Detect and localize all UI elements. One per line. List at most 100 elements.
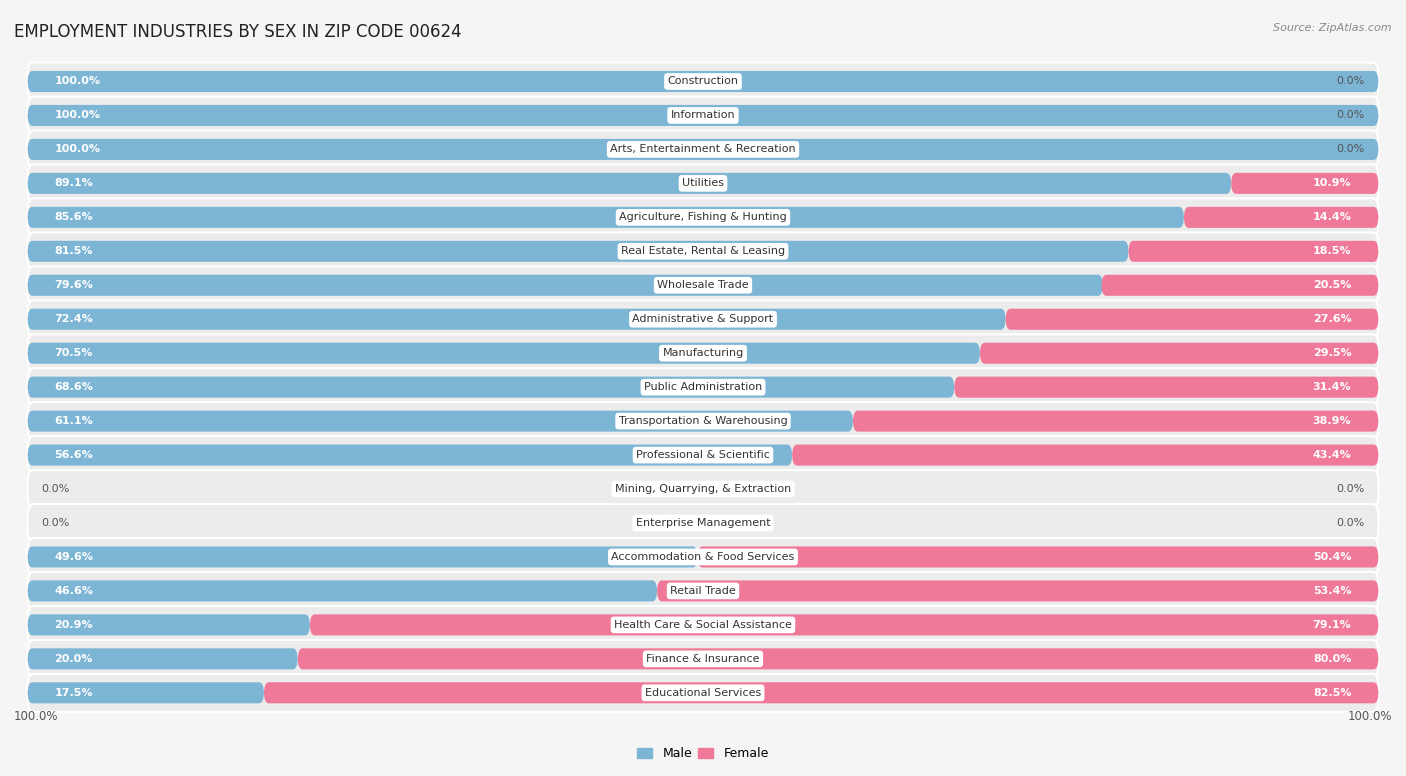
Text: 80.0%: 80.0%	[1313, 654, 1351, 663]
Text: Health Care & Social Assistance: Health Care & Social Assistance	[614, 620, 792, 630]
FancyBboxPatch shape	[28, 436, 1378, 474]
Text: 85.6%: 85.6%	[55, 213, 93, 223]
FancyBboxPatch shape	[1129, 241, 1378, 262]
Text: 0.0%: 0.0%	[41, 518, 69, 528]
FancyBboxPatch shape	[298, 648, 1378, 670]
FancyBboxPatch shape	[28, 376, 955, 397]
FancyBboxPatch shape	[28, 546, 697, 567]
FancyBboxPatch shape	[28, 309, 1005, 330]
FancyBboxPatch shape	[28, 165, 1378, 203]
FancyBboxPatch shape	[980, 343, 1378, 364]
Text: Arts, Entertainment & Recreation: Arts, Entertainment & Recreation	[610, 144, 796, 154]
FancyBboxPatch shape	[28, 538, 1378, 576]
Text: 81.5%: 81.5%	[55, 246, 93, 256]
Text: 82.5%: 82.5%	[1313, 688, 1351, 698]
Text: 70.5%: 70.5%	[55, 348, 93, 359]
FancyBboxPatch shape	[28, 640, 1378, 677]
FancyBboxPatch shape	[28, 334, 1378, 372]
FancyBboxPatch shape	[853, 411, 1378, 431]
FancyBboxPatch shape	[28, 470, 1378, 508]
Text: 68.6%: 68.6%	[55, 382, 93, 392]
Text: 0.0%: 0.0%	[41, 484, 69, 494]
Text: 38.9%: 38.9%	[1313, 416, 1351, 426]
Text: 14.4%: 14.4%	[1313, 213, 1351, 223]
Text: 100.0%: 100.0%	[55, 110, 101, 120]
Text: 61.1%: 61.1%	[55, 416, 93, 426]
FancyBboxPatch shape	[1101, 275, 1378, 296]
Text: 89.1%: 89.1%	[55, 178, 93, 189]
Text: Information: Information	[671, 110, 735, 120]
Text: 79.1%: 79.1%	[1313, 620, 1351, 630]
Text: 20.9%: 20.9%	[55, 620, 93, 630]
FancyBboxPatch shape	[28, 504, 1378, 542]
Text: Construction: Construction	[668, 77, 738, 86]
Text: 43.4%: 43.4%	[1313, 450, 1351, 460]
FancyBboxPatch shape	[28, 445, 792, 466]
FancyBboxPatch shape	[955, 376, 1378, 397]
FancyBboxPatch shape	[28, 139, 1378, 160]
Text: Manufacturing: Manufacturing	[662, 348, 744, 359]
FancyBboxPatch shape	[28, 96, 1378, 134]
Text: Retail Trade: Retail Trade	[671, 586, 735, 596]
FancyBboxPatch shape	[657, 580, 1378, 601]
Text: Source: ZipAtlas.com: Source: ZipAtlas.com	[1274, 23, 1392, 33]
FancyBboxPatch shape	[1005, 309, 1378, 330]
FancyBboxPatch shape	[28, 606, 1378, 644]
Text: Agriculture, Fishing & Hunting: Agriculture, Fishing & Hunting	[619, 213, 787, 223]
FancyBboxPatch shape	[264, 682, 1378, 703]
Text: Enterprise Management: Enterprise Management	[636, 518, 770, 528]
Text: 20.5%: 20.5%	[1313, 280, 1351, 290]
Text: 50.4%: 50.4%	[1313, 552, 1351, 562]
Text: 29.5%: 29.5%	[1313, 348, 1351, 359]
Text: 100.0%: 100.0%	[55, 77, 101, 86]
FancyBboxPatch shape	[697, 546, 1378, 567]
Text: 79.6%: 79.6%	[55, 280, 93, 290]
FancyBboxPatch shape	[28, 300, 1378, 338]
FancyBboxPatch shape	[28, 275, 1102, 296]
Text: 56.6%: 56.6%	[55, 450, 93, 460]
FancyBboxPatch shape	[28, 241, 1129, 262]
FancyBboxPatch shape	[28, 207, 1184, 228]
Text: 27.6%: 27.6%	[1313, 314, 1351, 324]
FancyBboxPatch shape	[1232, 173, 1378, 194]
FancyBboxPatch shape	[28, 402, 1378, 440]
Text: 0.0%: 0.0%	[1337, 484, 1365, 494]
Text: Accommodation & Food Services: Accommodation & Food Services	[612, 552, 794, 562]
FancyBboxPatch shape	[792, 445, 1378, 466]
FancyBboxPatch shape	[28, 368, 1378, 406]
FancyBboxPatch shape	[28, 105, 1378, 126]
FancyBboxPatch shape	[28, 572, 1378, 610]
FancyBboxPatch shape	[28, 63, 1378, 100]
FancyBboxPatch shape	[28, 411, 853, 431]
Text: 0.0%: 0.0%	[1337, 77, 1365, 86]
FancyBboxPatch shape	[28, 71, 1378, 92]
Text: 46.6%: 46.6%	[55, 586, 94, 596]
FancyBboxPatch shape	[28, 580, 657, 601]
Text: 20.0%: 20.0%	[55, 654, 93, 663]
Text: 72.4%: 72.4%	[55, 314, 93, 324]
FancyBboxPatch shape	[28, 615, 309, 636]
Text: 53.4%: 53.4%	[1313, 586, 1351, 596]
FancyBboxPatch shape	[28, 648, 298, 670]
Text: Public Administration: Public Administration	[644, 382, 762, 392]
Text: 100.0%: 100.0%	[1347, 710, 1392, 723]
Text: 0.0%: 0.0%	[1337, 144, 1365, 154]
Text: 17.5%: 17.5%	[55, 688, 93, 698]
Text: Educational Services: Educational Services	[645, 688, 761, 698]
Text: Wholesale Trade: Wholesale Trade	[657, 280, 749, 290]
FancyBboxPatch shape	[28, 199, 1378, 236]
FancyBboxPatch shape	[28, 232, 1378, 270]
Text: Administrative & Support: Administrative & Support	[633, 314, 773, 324]
FancyBboxPatch shape	[28, 130, 1378, 168]
Text: 31.4%: 31.4%	[1313, 382, 1351, 392]
Text: 0.0%: 0.0%	[1337, 110, 1365, 120]
Text: 0.0%: 0.0%	[1337, 518, 1365, 528]
Text: 100.0%: 100.0%	[55, 144, 101, 154]
Legend: Male, Female: Male, Female	[633, 743, 773, 765]
FancyBboxPatch shape	[28, 674, 1378, 712]
Text: Utilities: Utilities	[682, 178, 724, 189]
Text: 18.5%: 18.5%	[1313, 246, 1351, 256]
Text: Finance & Insurance: Finance & Insurance	[647, 654, 759, 663]
FancyBboxPatch shape	[28, 173, 1232, 194]
Text: Professional & Scientific: Professional & Scientific	[636, 450, 770, 460]
